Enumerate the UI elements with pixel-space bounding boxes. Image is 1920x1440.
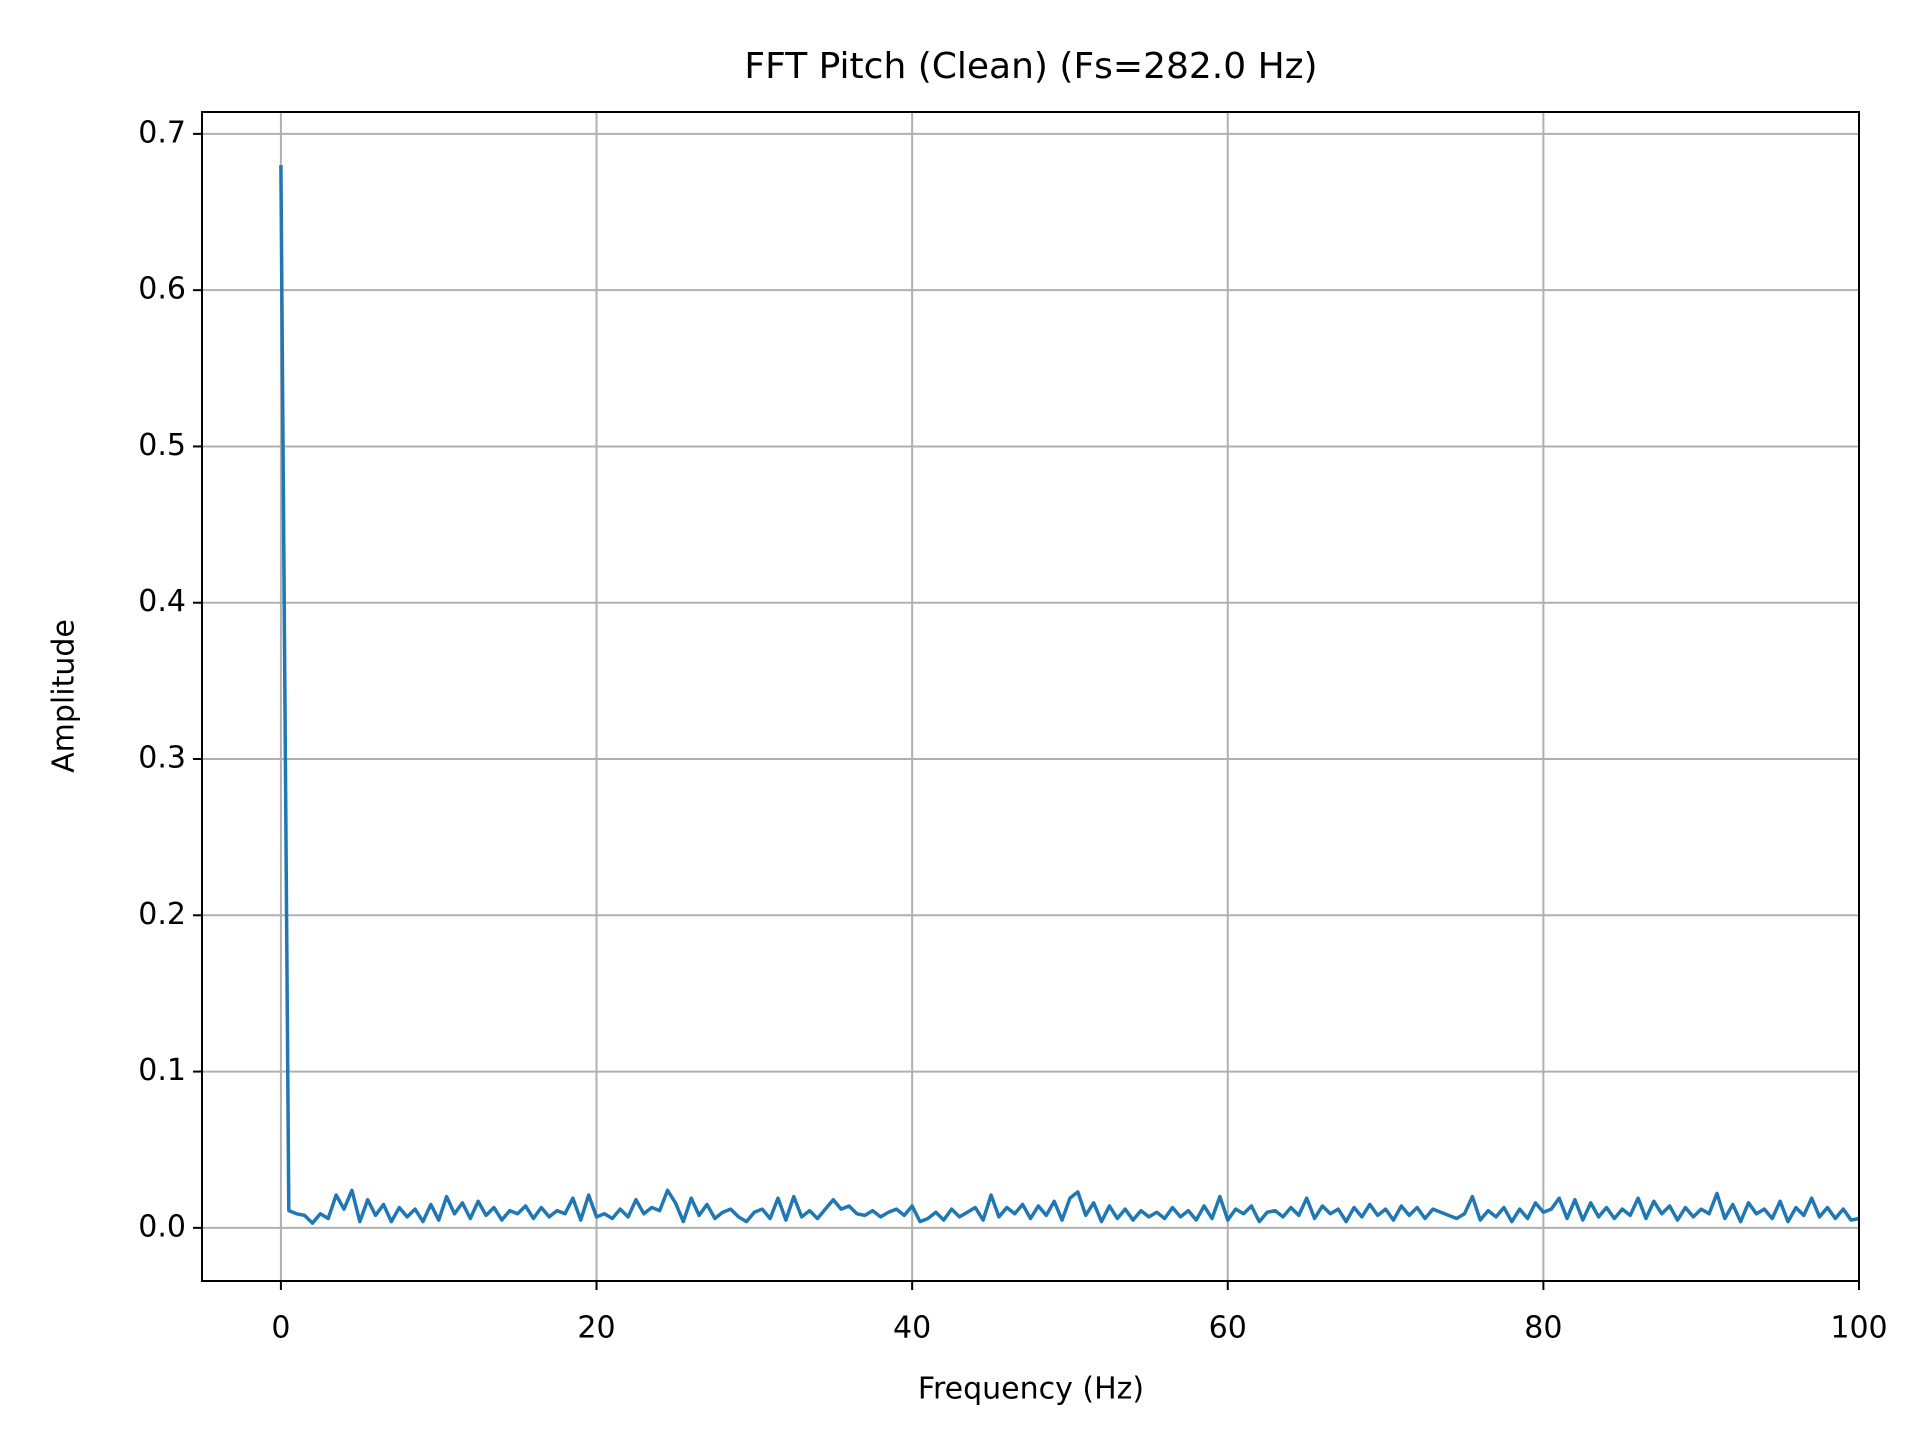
x-tick-label: 60 (1209, 1311, 1247, 1346)
chart-title: FFT Pitch (Clean) (Fs=282.0 Hz) (744, 46, 1317, 87)
x-tick-label: 0 (271, 1311, 290, 1346)
y-tick-label: 0.0 (138, 1209, 186, 1244)
x-axis-label: Frequency (Hz) (918, 1372, 1144, 1407)
y-tick-label: 0.4 (138, 584, 186, 619)
x-tick-label: 100 (1830, 1311, 1887, 1346)
x-tick-label: 80 (1524, 1311, 1562, 1346)
x-tick-label: 20 (577, 1311, 615, 1346)
y-tick-label: 0.5 (138, 428, 186, 463)
y-tick-label: 0.2 (138, 897, 186, 932)
y-tick-label: 0.6 (138, 272, 186, 307)
y-axis-label: Amplitude (47, 619, 82, 773)
axes-frame (201, 111, 1860, 1282)
x-tick-label: 40 (893, 1311, 931, 1346)
spectrum-line (279, 165, 1860, 1225)
y-tick-label: 0.3 (138, 741, 186, 776)
y-tick-label: 0.1 (138, 1053, 186, 1088)
y-tick-label: 0.7 (138, 115, 186, 150)
